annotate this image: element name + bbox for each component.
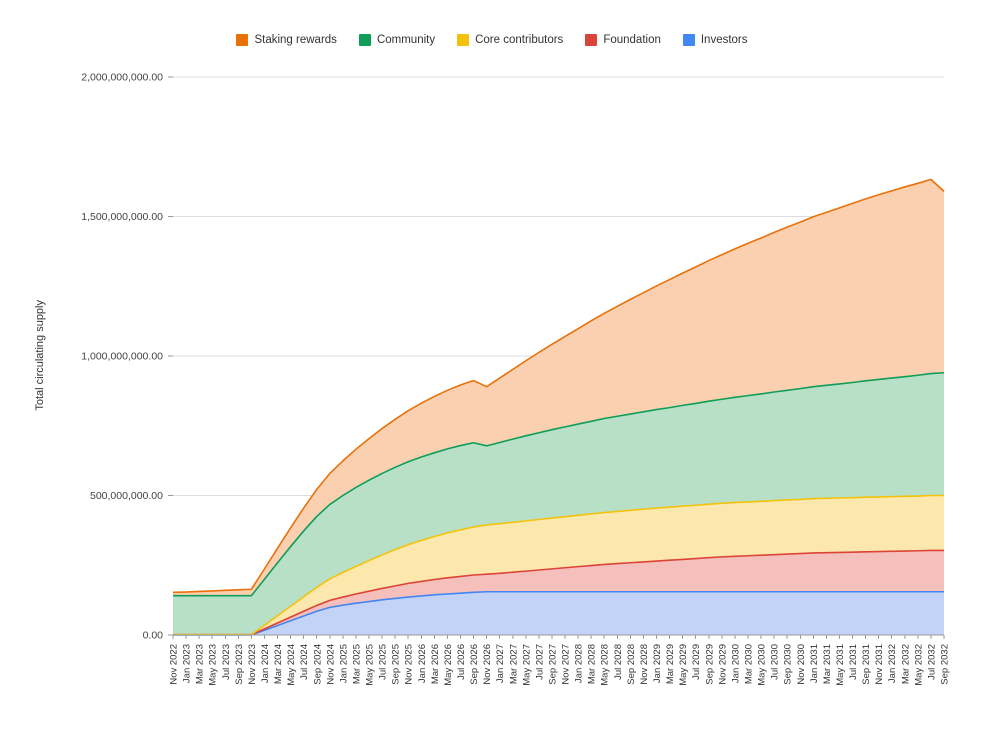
legend-item[interactable]: Community xyxy=(358,34,436,46)
area-line-community xyxy=(173,371,945,597)
x-axis-tick-label: Sep 2031 xyxy=(861,644,872,685)
x-axis-tick-label: Sep 2028 xyxy=(626,644,637,685)
x-axis-tick-label: Jan 2030 xyxy=(730,644,741,683)
legend-swatch-icon xyxy=(585,34,598,46)
x-axis-tick-label: Sep 2025 xyxy=(391,644,402,685)
x-axis-tick-label: Mar 2029 xyxy=(665,644,676,684)
x-axis-tick-label: Mar 2023 xyxy=(195,644,206,684)
x-axis-tick-label: Jan 2031 xyxy=(809,644,820,683)
x-axis-tick-label: Mar 2030 xyxy=(743,644,754,684)
x-axis-tick-label: Mar 2031 xyxy=(822,644,833,684)
x-axis-tick-label: May 2023 xyxy=(208,644,219,686)
x-axis-tick-label: Nov 2024 xyxy=(325,644,336,685)
legend-swatch-icon xyxy=(358,34,371,46)
legend-swatch-icon xyxy=(457,34,470,46)
x-axis-tick-label: Jan 2032 xyxy=(887,644,898,683)
x-axis-tick-label: Sep 2030 xyxy=(783,644,794,685)
x-axis-tick-label: Jan 2029 xyxy=(652,644,663,683)
x-axis-ticks: Nov 2022 Jan 2023 Mar 2023 May 2023 Jul 2023… xyxy=(169,635,951,686)
x-axis-tick-label: Mar 2025 xyxy=(351,644,362,684)
x-axis-tick-label: Jul 2023 xyxy=(221,644,232,680)
legend-item[interactable]: Staking rewards xyxy=(236,34,337,46)
legend-item-label: Staking rewards xyxy=(254,34,337,46)
x-axis-tick-label: Sep 2026 xyxy=(469,644,480,685)
area-line-foundation xyxy=(173,549,944,636)
legend-item-label: Foundation xyxy=(603,34,661,46)
x-axis-tick-label: Jan 2026 xyxy=(417,644,428,683)
area-band-foundation xyxy=(173,550,944,635)
chart-legend: Staking rewards Community Core contributor… xyxy=(0,34,984,46)
x-axis-tick-label: Sep 2023 xyxy=(234,644,245,685)
x-axis-tick-label: Jul 2031 xyxy=(848,644,859,680)
x-axis-tick-label: Jul 2028 xyxy=(613,644,624,680)
x-axis-tick-label: Jul 2030 xyxy=(770,644,781,680)
x-axis-tick-label: May 2025 xyxy=(365,644,376,686)
y-axis-tick-label: 1,000,000,000.00 xyxy=(81,351,163,363)
y-axis-tick-label: 0.00 xyxy=(143,630,164,642)
y-axis-tick-label: 2,000,000,000.00 xyxy=(81,72,163,84)
x-axis-tick-label: Jan 2027 xyxy=(495,644,506,683)
legend-item-label: Core contributors xyxy=(475,34,564,46)
y-axis-tick-label: 500,000,000.00 xyxy=(90,490,163,502)
x-axis-tick-label: May 2030 xyxy=(757,644,768,686)
x-axis-tick-label: Jan 2028 xyxy=(574,644,585,683)
x-axis-tick-label: May 2032 xyxy=(913,644,924,686)
x-axis-tick-label: Nov 2023 xyxy=(247,644,258,685)
x-axis-tick-label: Nov 2029 xyxy=(717,644,728,685)
legend-item[interactable]: Foundation xyxy=(585,34,661,46)
x-axis-tick-label: Jan 2025 xyxy=(338,644,349,683)
area-band-community xyxy=(173,372,944,635)
x-axis-tick-label: Jul 2025 xyxy=(378,644,389,680)
area-line-staking-rewards xyxy=(172,178,945,594)
legend-item[interactable]: Investors xyxy=(682,34,748,46)
y-axis-ticks: 0.00 500,000,000.00 1,000,000,000.00 1,500,… xyxy=(81,72,173,642)
legend-swatch-icon xyxy=(682,34,695,46)
x-axis-tick-label: May 2029 xyxy=(678,644,689,686)
x-axis-tick-label: May 2026 xyxy=(443,644,454,686)
x-axis-tick-label: Nov 2028 xyxy=(639,644,650,685)
x-axis-tick-label: Jul 2027 xyxy=(534,644,545,680)
x-axis-tick-label: Jan 2023 xyxy=(182,644,193,683)
x-axis-tick-label: May 2027 xyxy=(521,644,532,686)
x-axis-tick-label: Jul 2032 xyxy=(926,644,937,680)
x-axis-tick-label: Jul 2024 xyxy=(299,644,310,680)
x-axis-tick-label: Mar 2027 xyxy=(508,644,519,684)
legend-item-label: Community xyxy=(376,34,436,46)
x-axis-tick-label: Sep 2024 xyxy=(312,644,323,685)
legend-swatch-icon xyxy=(236,34,249,46)
stacked-areas xyxy=(172,178,945,636)
x-axis-tick-label: Sep 2027 xyxy=(547,644,558,685)
x-axis-tick-label: Jan 2024 xyxy=(260,644,271,683)
x-axis-tick-label: Jul 2029 xyxy=(691,644,702,680)
x-axis-tick-label: Sep 2029 xyxy=(704,644,715,685)
x-axis-tick-label: Jul 2026 xyxy=(456,644,467,680)
x-axis-tick-label: Mar 2032 xyxy=(900,644,911,684)
legend-item[interactable]: Core contributors xyxy=(457,34,563,46)
legend-item-label: Investors xyxy=(700,34,748,46)
x-axis-tick-label: Nov 2022 xyxy=(169,644,180,685)
area-line-investors xyxy=(173,590,944,636)
x-axis-tick-label: Nov 2026 xyxy=(482,644,493,685)
x-axis-tick-label: Mar 2028 xyxy=(587,644,598,684)
x-axis-tick-label: Nov 2030 xyxy=(796,644,807,685)
area-band-core-contributors xyxy=(173,495,944,635)
y-axis-tick-label: 1,500,000,000.00 xyxy=(81,211,163,223)
x-axis-tick-label: May 2028 xyxy=(600,644,611,686)
x-axis-tick-label: Mar 2024 xyxy=(273,644,284,684)
x-axis-tick-label: Nov 2025 xyxy=(404,644,415,685)
x-axis-tick-label: Sep 2032 xyxy=(940,644,951,685)
x-axis-tick-label: Mar 2026 xyxy=(430,644,441,684)
x-axis-tick-label: Nov 2031 xyxy=(874,644,885,685)
area-line-core-contributors xyxy=(173,494,944,636)
x-axis-tick-label: May 2031 xyxy=(835,644,846,686)
x-axis-tick-label: Nov 2027 xyxy=(561,644,572,685)
area-band-staking-rewards xyxy=(173,179,944,596)
x-axis-tick-label: May 2024 xyxy=(286,644,297,686)
